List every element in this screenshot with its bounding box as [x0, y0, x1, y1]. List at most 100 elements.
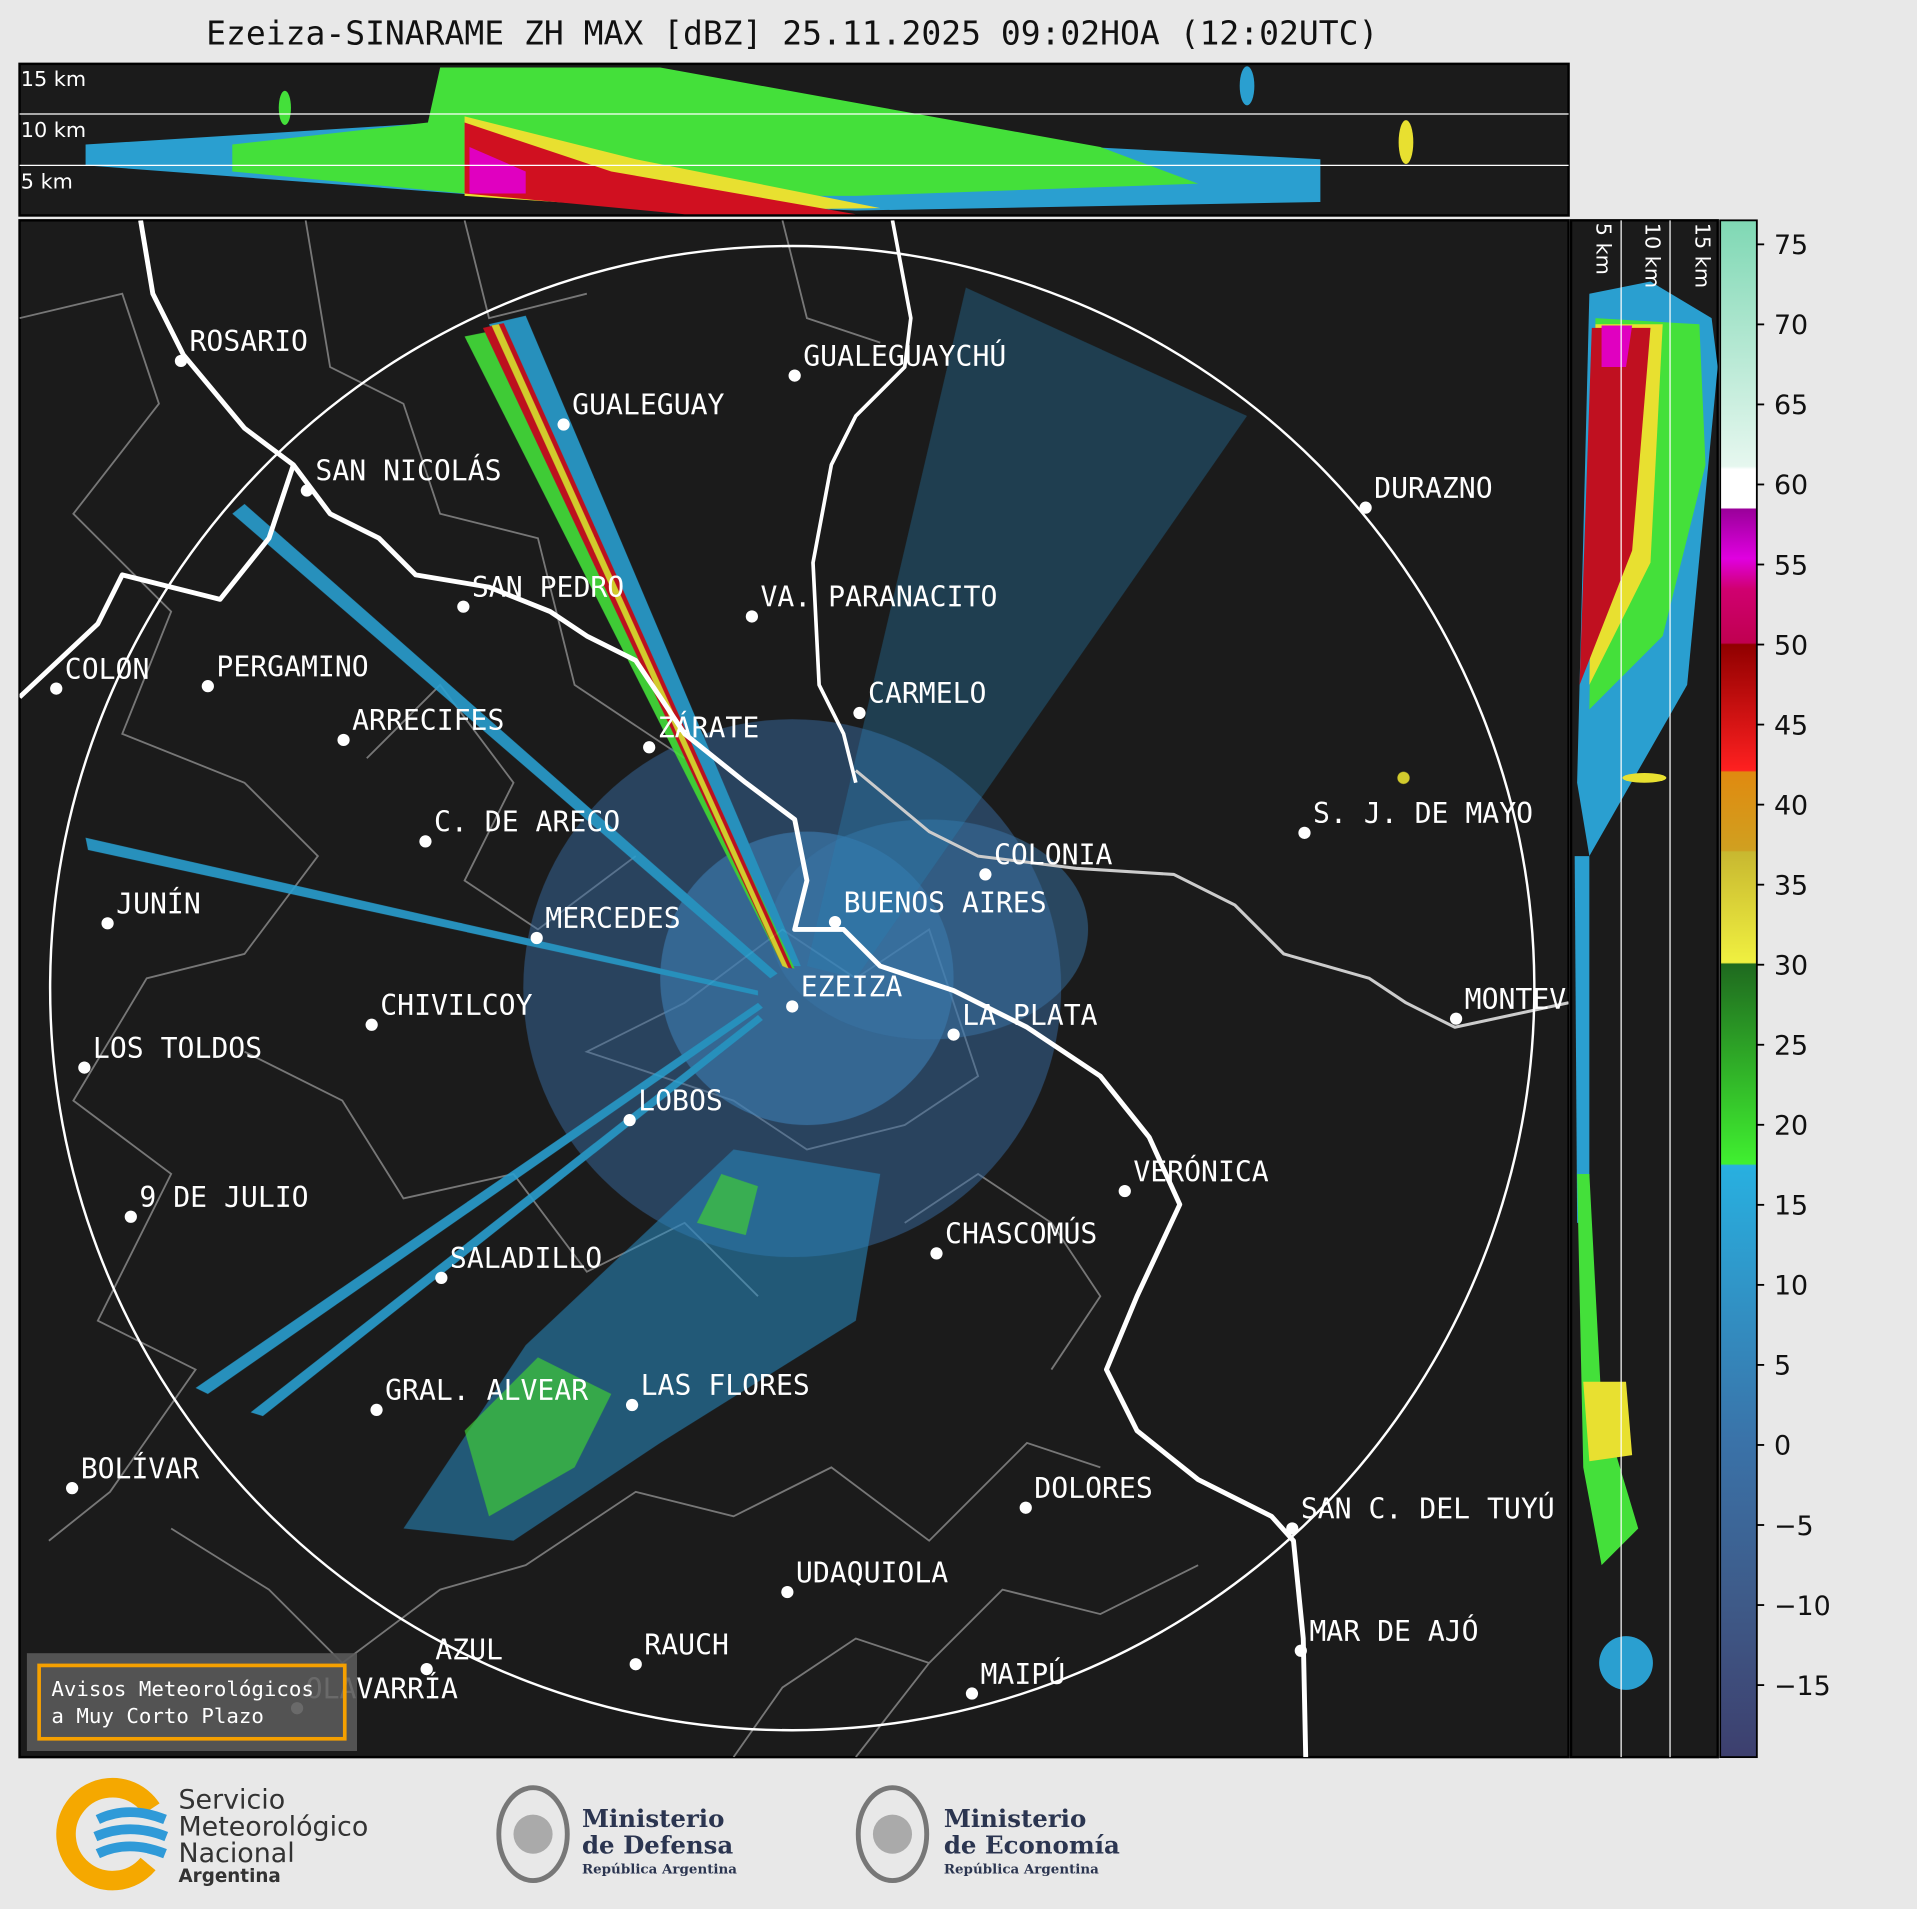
city-dot [643, 741, 656, 754]
city-label: LOBOS [638, 1084, 723, 1117]
city-layer: ROSARIO GUALEGUAYCHÚ GUALEGUAY SAN NICOLÁS D… [50, 325, 1634, 1715]
city-label: GUALEGUAYCHÚ [803, 339, 1006, 373]
height-label: 10 km [21, 118, 86, 142]
colorbar-tick-label: 65 [1774, 390, 1808, 421]
city-label: ZÁRATE [658, 710, 760, 744]
city-label: MONTEVIDEO [1465, 983, 1634, 1016]
city-dot [1298, 826, 1311, 839]
city-dot [419, 835, 432, 848]
city-label: UDAQUIOLA [796, 1556, 948, 1589]
city-dot [66, 1482, 79, 1495]
colorbar-tick-label: 40 [1774, 790, 1808, 821]
colorbar-tick-label: 60 [1774, 470, 1808, 501]
notice-text[interactable]: Avisos Meteorológicos [51, 1677, 314, 1701]
city-label: COLONIA [994, 839, 1113, 872]
height-label: 15 km [1691, 223, 1715, 288]
city-label: CHASCOMÚS [945, 1217, 1097, 1251]
city-dot [457, 600, 470, 613]
city-dot [623, 1114, 636, 1127]
city-label: GUALEGUAY [572, 389, 724, 422]
city-label: COLON [65, 653, 150, 686]
colorbar-tick-label: 5 [1774, 1351, 1791, 1382]
colorbar-tick-label: 20 [1774, 1111, 1808, 1142]
colorbar-tick-label: 35 [1774, 870, 1808, 901]
city-dot [786, 1000, 799, 1013]
colorbar-tick-label: 75 [1774, 230, 1808, 261]
colorbar-tick-label: 0 [1774, 1431, 1791, 1462]
city-dot [557, 418, 570, 431]
city-label: LAS FLORES [641, 1369, 810, 1402]
city-dot [930, 1247, 943, 1260]
notice-box[interactable] [37, 1663, 347, 1741]
range-ring [48, 244, 1536, 1732]
colorbar-tick-label: 30 [1774, 951, 1808, 982]
height-label: 5 km [21, 170, 73, 194]
city-label: SAN PEDRO [472, 571, 624, 604]
city-dot [828, 915, 842, 929]
colorbar-tick-label: 55 [1774, 550, 1808, 581]
city-dot [625, 1398, 639, 1412]
city-label: DURAZNO [1374, 472, 1492, 505]
colorbar [1719, 219, 1758, 1759]
city-label: JUNÍN [116, 887, 201, 921]
city-label: S. J. DE MAYO [1313, 797, 1533, 830]
top-echo [85, 66, 1414, 215]
city-dot [745, 610, 758, 623]
city-label: ROSARIO [189, 325, 307, 358]
city-label: DOLORES [1034, 1472, 1152, 1505]
city-dot [174, 354, 188, 368]
city-label: BOLÍVAR [81, 1451, 200, 1485]
height-label: 5 km [1592, 223, 1616, 275]
colorbar-tick-label: 10 [1774, 1271, 1808, 1302]
logo-text: República Argentina [582, 1861, 737, 1877]
city-label: RAUCH [644, 1628, 729, 1661]
colorbar-tick-label: 45 [1774, 710, 1808, 741]
city-label: CHIVILCOY [380, 989, 532, 1022]
city-dot [788, 369, 801, 382]
city-dot [853, 706, 866, 720]
city-dot [101, 917, 114, 930]
notice-text[interactable]: a Muy Corto Plazo [51, 1704, 264, 1728]
colorbar-tick-label: 15 [1774, 1191, 1808, 1222]
city-dot [201, 680, 214, 693]
city-dot [300, 484, 313, 497]
city-label: AZUL [435, 1633, 503, 1666]
title: Ezeiza-SINARAME ZH MAX [dBZ] 25.11.2025 … [206, 13, 1378, 52]
city-label: LOS TOLDOS [93, 1032, 262, 1065]
city-label: MAR DE AJÓ [1309, 1614, 1478, 1648]
logo-economia: Ministerio de Economía República Argenti… [855, 1785, 1120, 1884]
city-label: 9 DE JULIO [139, 1181, 308, 1214]
city-label: LA PLATA [962, 999, 1097, 1032]
city-dot [370, 1403, 383, 1417]
city-label: PERGAMINO [216, 650, 368, 683]
notice-backdrop [26, 1653, 357, 1752]
logo-text: Meteorológico [178, 1811, 368, 1842]
colorbar-tick-label: −15 [1774, 1671, 1831, 1702]
logo-text: de Economía [944, 1831, 1120, 1860]
city-dot [365, 1018, 378, 1031]
map-content: ROSARIO GUALEGUAYCHÚ GUALEGUAY SAN NICOLÁS D… [19, 220, 1634, 1758]
colorbar-tick-label: −5 [1774, 1511, 1814, 1542]
city-label: CARMELO [868, 677, 986, 710]
city-dot [1019, 1501, 1032, 1514]
city-dot [1359, 501, 1372, 514]
city-dot [629, 1658, 642, 1671]
city-dot [124, 1210, 137, 1223]
city-label: SAN C. DEL TUYÚ [1301, 1492, 1555, 1526]
city-label: MERCEDES [545, 902, 680, 935]
city-label: MAIPÚ [981, 1657, 1066, 1691]
logo-text: Argentina [178, 1866, 280, 1887]
colorbar-tick-label: 50 [1774, 630, 1808, 661]
city-label: SAN NICOLÁS [315, 454, 501, 488]
city-dot [947, 1028, 960, 1041]
city-label: VA. PARANACITO [760, 581, 997, 614]
logo-smn: Servicio Meteorológico Nacional Argentin… [56, 1777, 368, 1891]
city-label: ARRECIFES [352, 704, 504, 737]
city-label: C. DE ARECO [434, 806, 620, 839]
radar-echo [85, 287, 1410, 1541]
city-dot [1118, 1184, 1131, 1198]
city-label: GRAL. ALVEAR [385, 1374, 588, 1407]
logo-text: Servicio [178, 1784, 285, 1815]
